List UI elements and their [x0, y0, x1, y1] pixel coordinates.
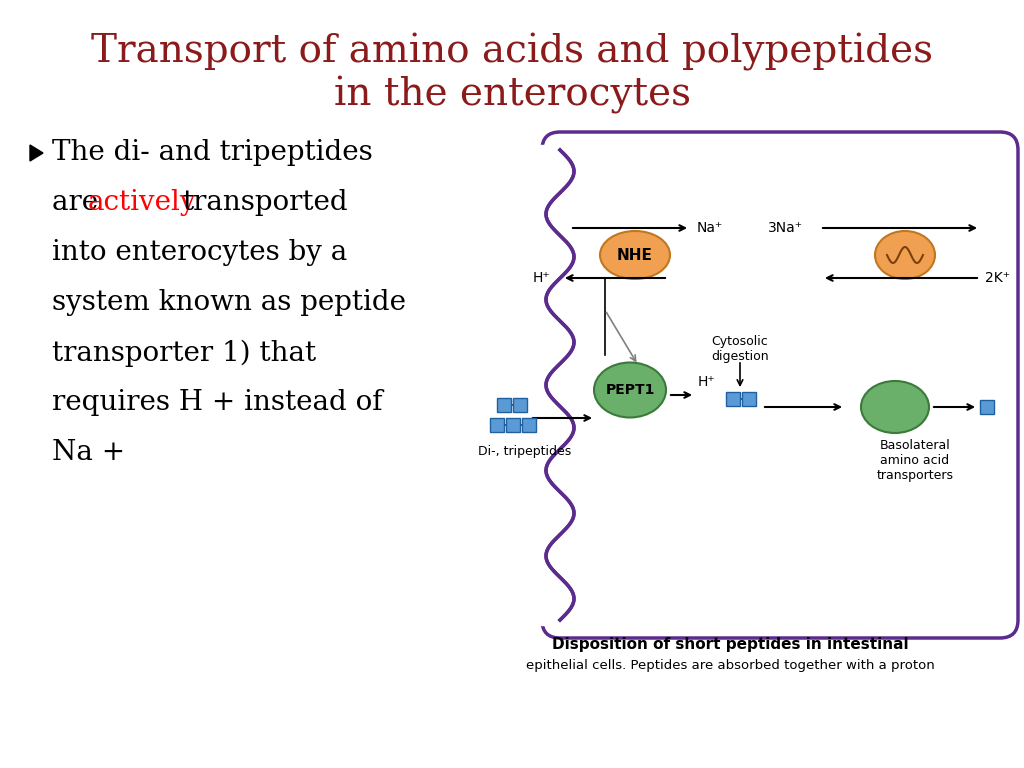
Ellipse shape: [874, 231, 935, 279]
Bar: [522, 418, 536, 432]
Text: transporter 1) that: transporter 1) that: [52, 339, 316, 366]
Polygon shape: [30, 145, 43, 161]
Text: H⁺: H⁺: [698, 375, 716, 389]
Text: Transport of amino acids and polypeptides: Transport of amino acids and polypeptide…: [91, 33, 933, 71]
Bar: [980, 400, 994, 414]
Text: system known as peptide: system known as peptide: [52, 290, 406, 316]
Bar: [513, 398, 527, 412]
Text: Disposition of short peptides in intestinal: Disposition of short peptides in intesti…: [552, 637, 908, 653]
Text: in the enterocytes: in the enterocytes: [334, 76, 690, 114]
Bar: [490, 418, 504, 432]
Ellipse shape: [861, 381, 929, 433]
Text: requires H + instead of: requires H + instead of: [52, 389, 383, 416]
Text: Na +: Na +: [52, 439, 125, 466]
Text: epithelial cells. Peptides are absorbed together with a proton: epithelial cells. Peptides are absorbed …: [525, 658, 934, 671]
Text: PEPT1: PEPT1: [605, 383, 654, 397]
Text: into enterocytes by a: into enterocytes by a: [52, 240, 347, 266]
Text: actively: actively: [88, 190, 197, 217]
Bar: [726, 392, 740, 406]
Text: 2K⁺: 2K⁺: [985, 271, 1010, 285]
Text: Cytosolic
digestion: Cytosolic digestion: [712, 335, 769, 363]
Text: 3Na⁺: 3Na⁺: [768, 221, 803, 235]
Ellipse shape: [594, 362, 666, 418]
Text: Basolateral
amino acid
transporters: Basolateral amino acid transporters: [877, 439, 953, 482]
Text: transported: transported: [182, 190, 347, 217]
Text: NHE: NHE: [617, 247, 653, 263]
Text: Na⁺: Na⁺: [697, 221, 723, 235]
Text: The di- and tripeptides: The di- and tripeptides: [52, 140, 373, 167]
Text: are: are: [52, 190, 106, 217]
Bar: [497, 398, 511, 412]
Ellipse shape: [600, 231, 670, 279]
Bar: [506, 418, 520, 432]
Bar: [742, 392, 756, 406]
Text: Di-, tripeptides: Di-, tripeptides: [478, 445, 571, 458]
Text: H⁺: H⁺: [532, 271, 550, 285]
